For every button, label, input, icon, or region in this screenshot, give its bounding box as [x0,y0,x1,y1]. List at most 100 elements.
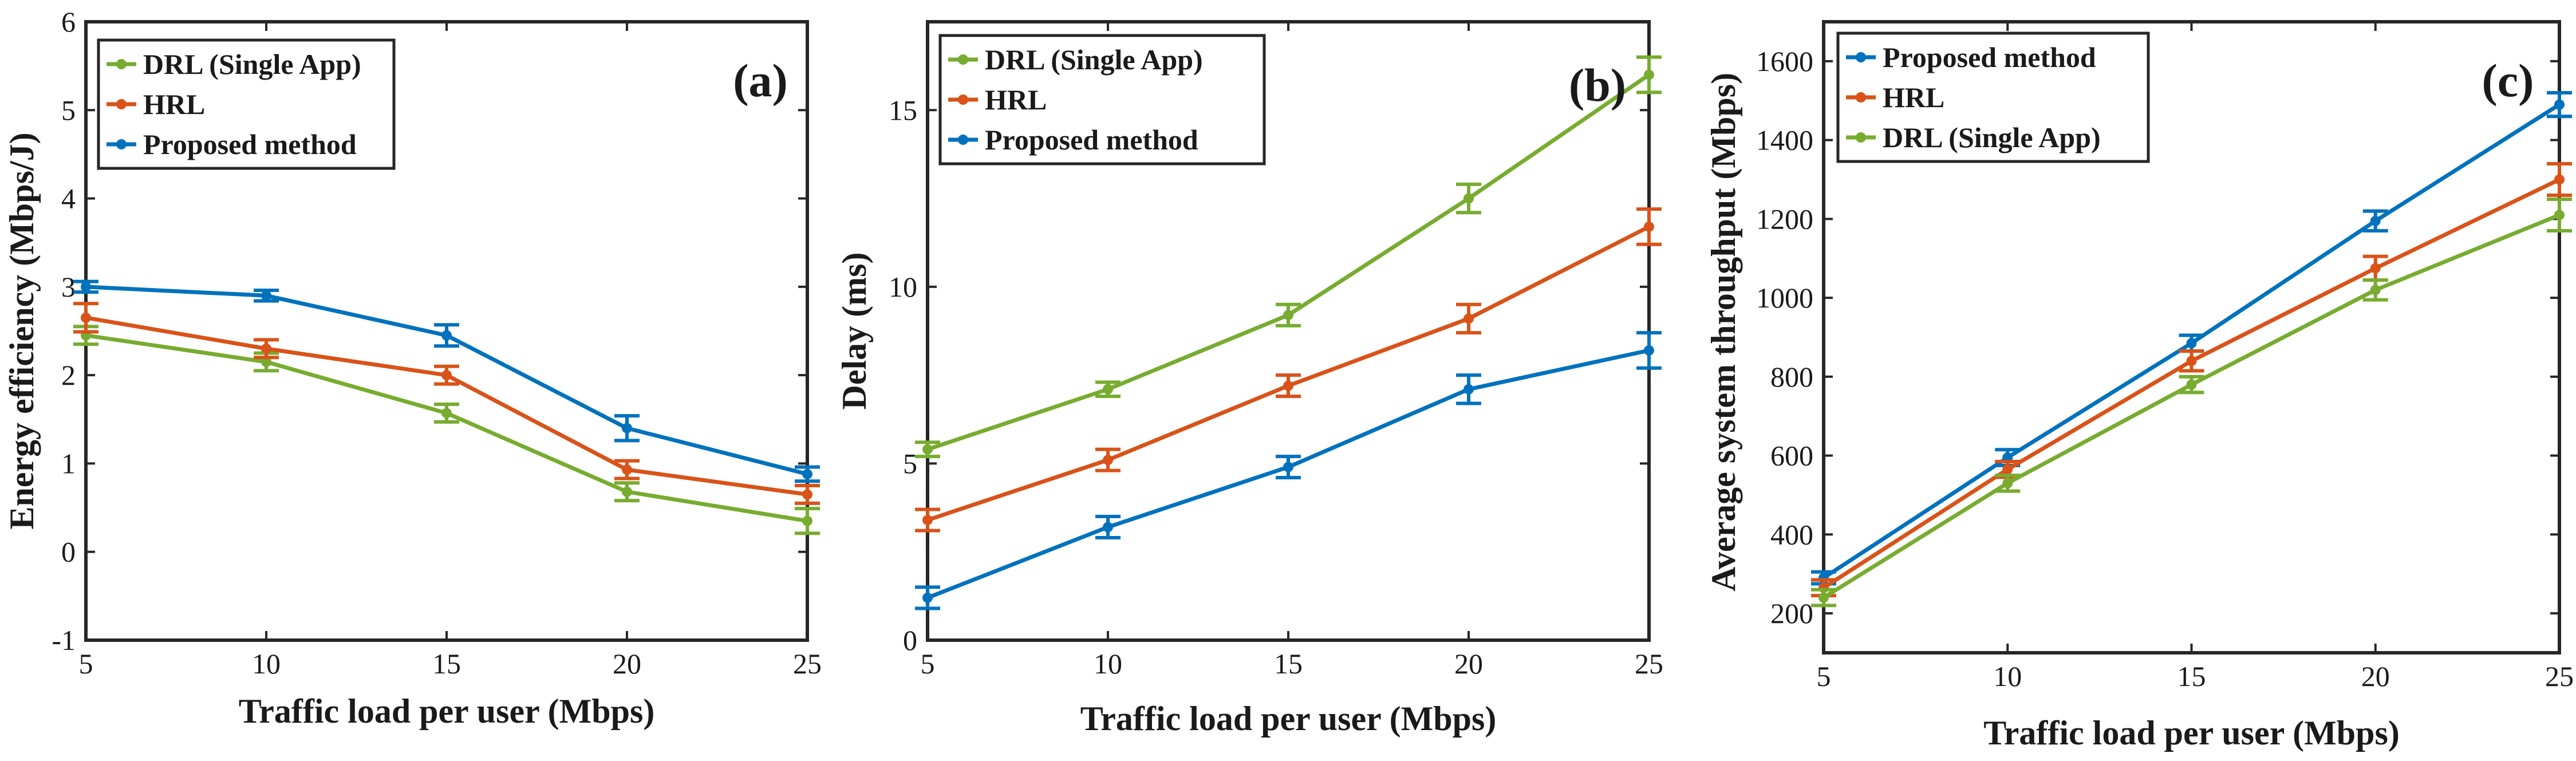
data-point [1283,462,1293,472]
legend-swatch-marker [1856,52,1866,62]
x-axis-label: Traffic load per user (Mbps) [1080,700,1497,738]
legend-entry: Proposed method [1883,41,2096,73]
legend-swatch-marker [116,99,127,109]
series-proposed-method [915,331,1662,610]
series-hrl [915,207,1662,533]
x-tick-label: 10 [1094,648,1122,680]
y-tick-label: 3 [61,271,76,303]
data-point [2554,99,2565,110]
legend-swatch-marker [116,139,127,149]
data-point [802,489,812,500]
data-point [922,444,933,455]
data-point [622,423,632,433]
y-tick-label: 0 [61,536,76,568]
y-axis-label: Delay (ms) [835,253,873,410]
panel-tag: (b) [1569,59,1626,111]
x-axis-label: Traffic load per user (Mbps) [239,692,655,730]
legend-entry: Proposed method [985,124,1198,156]
data-point [1644,221,1654,232]
legend-swatch-marker [958,54,968,65]
legend-box [938,34,1266,165]
panel-tag: (c) [2482,54,2534,107]
data-point [1103,522,1113,533]
data-point [802,515,812,526]
y-tick-label: 1400 [1756,124,1813,156]
data-point [1463,313,1474,324]
y-axis-label: Average system throughput (Mbps) [1705,73,1742,592]
legend-swatch-marker [1856,92,1866,102]
legend-swatch-marker [958,94,968,105]
data-point [922,515,933,526]
data-point [1818,592,1829,603]
y-tick-label: 600 [1770,440,1813,472]
data-point [2370,263,2381,274]
y-tick-label: 800 [1770,361,1813,393]
series-proposed-method [73,279,820,483]
x-tick-label: 15 [2177,660,2206,692]
legend: DRL (Single App) HRL Proposed method [97,38,396,170]
x-tick-label: 20 [613,648,641,680]
data-point [922,592,933,603]
data-point [1644,69,1654,80]
y-tick-label: 5 [61,94,76,126]
y-axis-label: Energy efficiency (Mbps/J) [3,132,41,529]
data-point [1463,384,1474,395]
y-tick-label: 15 [889,94,917,126]
y-tick-label: 1000 [1756,282,1813,314]
legend-box [97,38,396,170]
data-point [622,464,632,475]
data-point [2186,379,2197,390]
y-tick-label: 10 [889,271,917,303]
legend-entry: DRL (Single App) [143,48,361,80]
data-point [261,357,271,367]
y-tick-label: 0 [903,624,917,656]
x-tick-label: 25 [2545,660,2574,692]
data-point [2186,338,2197,349]
y-tick-label: 2 [61,359,76,391]
legend-swatch-marker [958,135,968,145]
y-tick-label: 1 [61,447,76,479]
data-point [2554,210,2565,220]
x-tick-label: 15 [432,648,461,680]
data-point [81,312,91,323]
panel-tag: (a) [733,54,788,107]
data-point [802,468,812,479]
data-point [441,408,452,419]
data-point [2370,215,2381,226]
x-tick-label: 20 [2361,660,2390,692]
data-point [1644,345,1654,356]
x-tick-label: 5 [79,648,93,680]
legend-entry: DRL (Single App) [1883,121,2101,153]
series-hrl [1811,161,2572,598]
data-point [2554,174,2565,185]
x-tick-label: 15 [1274,648,1303,680]
data-point [2002,464,2013,475]
data-point [441,370,452,381]
legend-entry: Proposed method [143,128,357,160]
legend-box [1836,31,2150,163]
series-proposed-method [1811,90,2572,586]
x-tick-label: 10 [252,648,281,680]
data-point [2186,356,2197,366]
data-point [2370,285,2381,295]
data-point [1463,193,1474,204]
chart-panel-3: 5 10 15 20 25 200 400 600 800 1000 1200 1400 1600 Tra… [1705,20,2574,752]
y-tick-label: 200 [1770,597,1813,629]
y-tick-label: 6 [61,6,76,38]
y-tick-label: -1 [52,624,76,656]
x-tick-label: 10 [1993,660,2022,692]
x-tick-label: 20 [1454,648,1483,680]
data-point [261,290,271,301]
x-tick-label: 5 [1817,660,1831,692]
data-point [1103,455,1113,466]
data-point [261,343,271,354]
series-drl-single-app [73,325,820,535]
legend-swatch-marker [1856,132,1866,143]
series-drl-single-app [915,55,1662,459]
legend-entry: HRL [985,84,1047,116]
series-hrl [73,302,820,505]
chart-panel-1: 5 10 15 20 25 -1 0 1 2 3 4 5 6 Traffic load per user … [3,6,822,730]
x-axis-label: Traffic load per user (Mbps) [1983,714,2400,752]
